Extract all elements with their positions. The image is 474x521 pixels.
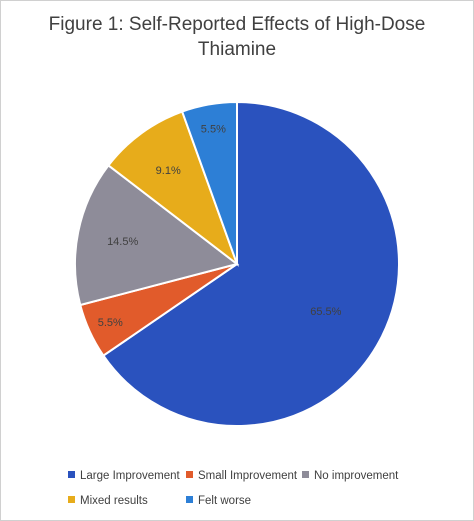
pie-slice-large-improvement <box>101 100 400 427</box>
legend-label: Felt worse <box>198 495 252 507</box>
pie-slice-felt-worse <box>180 100 238 265</box>
legend-item-mixed-results: Mixed results <box>68 495 148 507</box>
data-label-no-improvement: 14.5% <box>107 236 138 248</box>
legend-item-no-improvement: No improvement <box>302 470 398 482</box>
legend-swatch <box>68 471 75 478</box>
data-label-small-improvement: 5.5% <box>98 317 123 329</box>
legend-label: No improvement <box>314 470 399 482</box>
chart-title: Figure 1: Self-Reported Effects of High-… <box>0 12 474 62</box>
data-label-mixed-results: 9.1% <box>156 165 181 177</box>
legend-swatch <box>68 496 75 503</box>
data-label-felt-worse: 5.5% <box>201 123 226 135</box>
legend-swatch <box>186 471 193 478</box>
legend-label: Large Improvement <box>80 470 180 482</box>
legend-label: Mixed results <box>80 495 148 507</box>
legend-swatch <box>302 471 309 478</box>
chart-title-line-1: Figure 1: Self-Reported Effects of High-… <box>48 14 426 35</box>
chart-title-line-2: Thiamine <box>197 39 277 60</box>
pie-slice-no-improvement <box>74 163 240 307</box>
legend-label: Small Improvement <box>198 470 298 482</box>
pie-slice-mixed-results <box>107 110 240 267</box>
data-label-large-improvement: 65.5% <box>310 306 341 318</box>
legend-item-small-improvement: Small Improvement <box>186 470 297 482</box>
legend-item-large-improvement: Large Improvement <box>68 470 180 482</box>
legend-item-felt-worse: Felt worse <box>186 495 251 507</box>
legend-swatch <box>186 496 193 503</box>
